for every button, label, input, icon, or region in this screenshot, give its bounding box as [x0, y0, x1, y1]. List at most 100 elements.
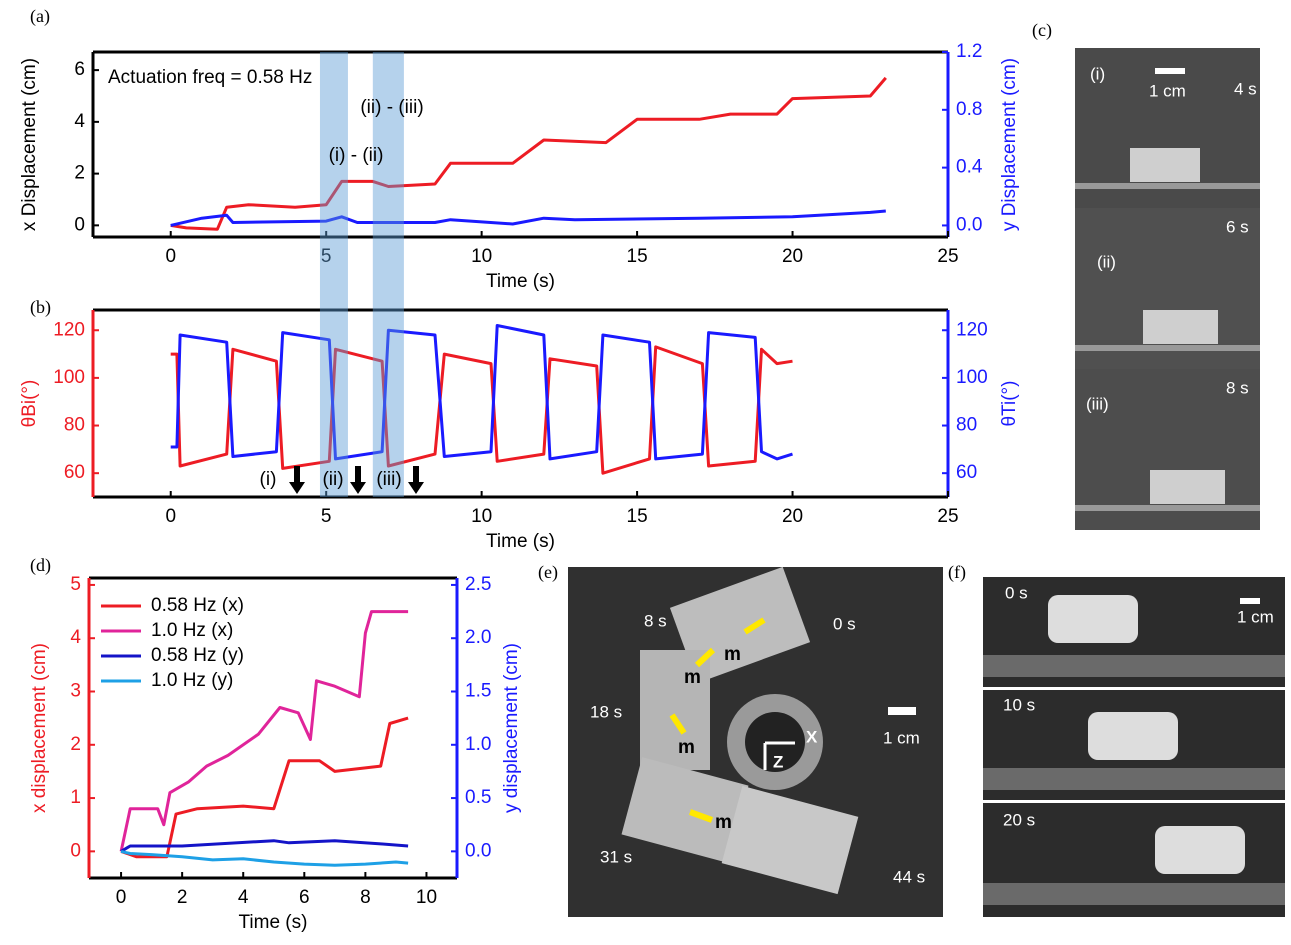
legend-label: 0.58 Hz (x)	[151, 595, 244, 616]
y-tick-label: 2	[74, 163, 85, 184]
floor	[1075, 183, 1260, 189]
x-tick-label: 10	[471, 506, 492, 527]
arrow	[350, 466, 366, 494]
annotation: (ii) - (iii)	[360, 97, 423, 118]
y2-tick-label: 0.4	[956, 157, 983, 178]
y2-tick-label: 2.0	[465, 627, 491, 648]
floor	[1075, 505, 1260, 511]
frame-time: 8 s	[1226, 378, 1249, 397]
magnet-mark: m	[684, 667, 701, 688]
legend-label: 0.58 Hz (y)	[151, 645, 244, 666]
annotation: (i) - (ii)	[329, 145, 384, 166]
panel-label: (b)	[30, 297, 51, 318]
panel-label: (a)	[30, 6, 50, 27]
scale-bar	[1240, 598, 1260, 604]
panel-label: (f)	[948, 562, 966, 583]
x-axis-title: Time (s)	[486, 271, 555, 292]
panel-label: (c)	[1032, 20, 1052, 41]
y2-tick-label: 0.0	[465, 840, 491, 861]
time-label: 10 s	[1003, 695, 1035, 714]
scale-bar	[888, 707, 916, 715]
y2-axis-title: θTi(°)	[999, 381, 1020, 427]
x-tick-label: 10	[416, 887, 437, 908]
x-tick-label: 0	[165, 246, 176, 267]
y2-tick-label: 0.5	[465, 787, 491, 808]
robot	[1088, 712, 1178, 760]
photo-e: 0 s 8 s 18 s 31 s 44 s 1 cm X Z m m m m	[568, 567, 943, 917]
floor	[983, 883, 1285, 905]
y-tick-label: 60	[64, 462, 85, 483]
y-tick-label: 0	[74, 214, 85, 235]
y-tick-label: 4	[70, 627, 81, 648]
y2-tick-label: 2.5	[465, 574, 491, 595]
data-line	[171, 211, 886, 225]
photo-f: 0 s 1 cm 10 s 20 s	[983, 577, 1285, 917]
x-tick-label: 2	[177, 887, 188, 908]
data-line	[171, 326, 793, 459]
x-tick-label: 25	[937, 506, 958, 527]
y2-tick-label: 120	[956, 319, 988, 340]
data-line	[171, 78, 886, 229]
x-tick-label: 15	[627, 246, 648, 267]
magnet-mark: m	[724, 644, 741, 665]
figure: (c) (i) 1 cm 4 s (ii) 6 s (iii) 8 s (e) …	[0, 0, 1291, 945]
y2-tick-label: 1.2	[956, 41, 982, 62]
y2-tick-label: 60	[956, 462, 977, 483]
y2-axis-title: y displacement (cm)	[501, 643, 522, 813]
floor	[1075, 345, 1260, 351]
data-line	[121, 841, 408, 852]
scale-bar	[1155, 68, 1185, 74]
y-tick-label: 0	[70, 840, 81, 861]
x-tick-label: 4	[238, 887, 249, 908]
y-axis-title: θBi(°)	[19, 380, 40, 428]
y2-tick-label: 1.0	[465, 734, 491, 755]
time-label: 18 s	[590, 702, 622, 721]
y2-axis-title: y Displacement (cm)	[999, 58, 1020, 231]
x-tick-label: 20	[782, 246, 803, 267]
time-label: 0 s	[833, 614, 856, 633]
time-label: 44 s	[893, 867, 925, 886]
panel-label: (e)	[538, 562, 558, 583]
x-tick-label: 20	[782, 506, 803, 527]
frame-tag: (ii)	[1097, 252, 1116, 271]
x-tick-label: 0	[116, 887, 127, 908]
annotation: (i)	[260, 469, 277, 490]
time-label: 31 s	[600, 847, 632, 866]
x-tick-label: 10	[471, 246, 492, 267]
y-tick-label: 100	[53, 367, 85, 388]
legend-label: 1.0 Hz (y)	[151, 670, 233, 691]
scale-label: 1 cm	[1237, 607, 1274, 626]
y-tick-label: 4	[74, 111, 85, 132]
frame-time: 4 s	[1234, 79, 1257, 98]
y2-tick-label: 100	[956, 367, 988, 388]
legend-label: 1.0 Hz (x)	[151, 620, 233, 641]
y-tick-label: 5	[70, 574, 81, 595]
axis-x: X	[806, 727, 818, 746]
frame-tag: (i)	[1090, 64, 1105, 83]
x-tick-label: 6	[299, 887, 310, 908]
floor	[983, 768, 1285, 790]
highlight-span	[373, 52, 404, 497]
y-tick-label: 2	[70, 734, 81, 755]
x-tick-label: 0	[165, 506, 176, 527]
arrow	[408, 466, 424, 494]
y-axis-title: x Displacement (cm)	[19, 58, 40, 231]
y-tick-label: 1	[70, 787, 81, 808]
highlight-span	[320, 52, 348, 497]
data-line	[121, 851, 408, 865]
annotation: (ii)	[322, 469, 343, 490]
magnet-mark: m	[678, 737, 695, 758]
y2-tick-label: 1.5	[465, 681, 491, 702]
time-label: 8 s	[644, 611, 667, 630]
annotation: Actuation freq = 0.58 Hz	[108, 67, 312, 88]
scale-label: 1 cm	[883, 728, 920, 747]
x-axis-title: Time (s)	[239, 912, 308, 933]
y2-tick-label: 80	[956, 415, 977, 436]
robot	[1150, 470, 1225, 504]
time-label: 0 s	[1005, 583, 1028, 602]
arrow	[289, 466, 305, 494]
data-line	[121, 718, 408, 857]
y2-tick-label: 0.0	[956, 214, 982, 235]
annotation: (iii)	[376, 469, 401, 490]
x-tick-label: 8	[360, 887, 371, 908]
